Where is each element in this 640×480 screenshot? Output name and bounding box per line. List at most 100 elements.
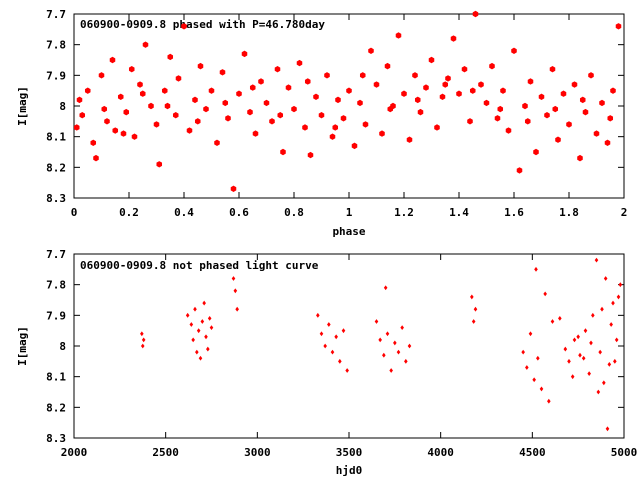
data-point — [93, 154, 99, 162]
data-point — [576, 334, 580, 340]
data-point — [318, 112, 325, 119]
data-point — [616, 294, 621, 300]
data-point — [357, 99, 363, 107]
y-tick-label: 7.7 — [46, 8, 66, 21]
data-point — [547, 398, 551, 404]
data-point — [407, 343, 412, 349]
y-tick-label: 7.7 — [46, 248, 66, 261]
data-point — [423, 84, 429, 91]
data-point — [351, 142, 358, 150]
data-point — [379, 130, 385, 137]
x-tick-label: 2 — [621, 206, 628, 219]
data-point — [192, 96, 198, 104]
y-tick-label: 7.8 — [46, 279, 66, 292]
data-point — [222, 99, 229, 107]
data-point — [373, 81, 380, 88]
axis-ticks: 2000 2500 3000 3500 4000 4500 5000 7.7 7.8 7.9 8 8.… — [46, 248, 637, 459]
data-point — [208, 87, 215, 94]
data-point — [319, 331, 324, 337]
data-point — [128, 66, 135, 73]
phased-light-curve-panel: 060900-0909.8 phased with P=46.780day ph… — [16, 8, 627, 238]
data-point — [195, 349, 199, 355]
data-point — [198, 355, 203, 361]
data-point — [164, 102, 171, 110]
data-point — [186, 127, 193, 134]
data-point — [137, 81, 143, 88]
data-point — [467, 118, 473, 125]
data-point — [335, 96, 341, 104]
data-point — [316, 312, 320, 318]
data-point — [123, 108, 130, 116]
data-point — [549, 66, 556, 73]
data-point — [200, 319, 205, 324]
data-point — [203, 105, 209, 113]
data-point — [528, 331, 533, 337]
data-point — [470, 294, 474, 300]
data-point — [362, 121, 369, 128]
data-point — [285, 84, 292, 91]
data-point — [604, 139, 611, 146]
y-tick-label: 8.1 — [46, 131, 66, 144]
data-point — [570, 374, 575, 380]
data-point — [340, 115, 347, 122]
data-point — [202, 300, 206, 306]
data-point — [172, 112, 179, 119]
data-point — [258, 78, 264, 85]
data-point — [141, 337, 146, 343]
data-point — [382, 352, 386, 358]
data-point — [269, 118, 275, 125]
data-point — [583, 328, 588, 334]
data-point — [196, 328, 201, 334]
y-axis-label: I[mag] — [16, 86, 29, 126]
data-point — [469, 87, 476, 94]
data-point — [307, 151, 314, 159]
data-point — [98, 72, 105, 79]
data-point — [194, 118, 201, 125]
x-tick-label: 1.2 — [394, 206, 414, 219]
data-point — [611, 300, 615, 306]
data-point — [252, 130, 259, 137]
data-point — [274, 66, 281, 73]
data-point — [153, 121, 160, 128]
data-point — [609, 322, 613, 327]
data-point — [233, 288, 238, 294]
y-tick-label: 8 — [59, 340, 66, 353]
data-point — [231, 276, 236, 281]
data-point — [139, 90, 146, 97]
data-point — [414, 96, 421, 104]
data-point — [524, 118, 531, 125]
data-point — [117, 93, 124, 100]
data-point — [280, 148, 286, 156]
data-point — [345, 368, 349, 373]
data-point — [112, 127, 119, 134]
data-point — [605, 426, 610, 432]
data-point — [241, 50, 248, 58]
data-point — [346, 87, 352, 94]
data-point — [607, 362, 612, 367]
data-point — [593, 130, 600, 137]
data-point — [594, 257, 599, 263]
data-point — [161, 87, 168, 94]
data-point — [591, 312, 595, 318]
data-point — [378, 337, 382, 343]
data-point — [610, 87, 616, 94]
data-point — [521, 349, 525, 355]
data-point — [236, 90, 242, 97]
data-point — [329, 133, 336, 140]
data-point — [473, 306, 478, 312]
data-point — [533, 148, 539, 156]
data-point — [536, 355, 540, 361]
data-point — [193, 306, 197, 312]
data-point — [291, 105, 297, 113]
data-point — [543, 291, 547, 297]
data-point — [566, 121, 572, 128]
data-point — [434, 124, 440, 131]
data-point — [387, 105, 394, 113]
data-point — [84, 87, 91, 94]
data-point — [615, 23, 622, 30]
data-point — [417, 108, 424, 116]
data-point — [456, 90, 462, 97]
data-point — [214, 139, 220, 146]
data-point — [330, 349, 335, 355]
data-point — [156, 161, 163, 168]
